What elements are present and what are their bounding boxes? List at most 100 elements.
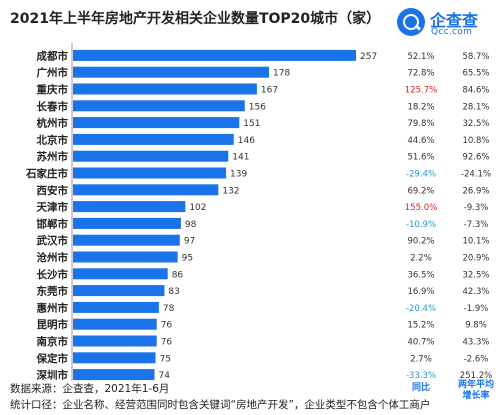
bar: [73, 285, 165, 297]
bar: [73, 66, 270, 78]
value-label: 75: [160, 354, 171, 364]
yoy-label: -33.3%: [406, 371, 436, 381]
yoy-label: 155.0%: [405, 203, 437, 213]
yoy-label: 40.7%: [407, 338, 434, 348]
category-label: 长沙市: [37, 268, 69, 281]
avg-growth-label: 65.5%: [462, 69, 489, 79]
avg-growth-label: -1.9%: [464, 304, 489, 314]
value-label: 97: [184, 237, 195, 247]
category-label: 昆明市: [37, 318, 69, 331]
avg-growth-label: -7.3%: [464, 220, 489, 230]
bar: [73, 117, 240, 129]
bar: [73, 301, 159, 313]
bar: [73, 100, 245, 112]
category-label: 天津市: [37, 201, 69, 214]
yoy-label: 44.6%: [407, 136, 434, 146]
value-label: 76: [161, 338, 173, 348]
bar: [73, 83, 257, 95]
yoy-label: 90.2%: [407, 237, 434, 247]
category-label: 重庆市: [37, 83, 69, 96]
yoy-label: 51.6%: [407, 153, 434, 163]
bar: [73, 133, 234, 145]
avg-growth-label: 20.9%: [462, 254, 489, 264]
category-label: 长春市: [37, 100, 69, 113]
category-label: 惠州市: [37, 301, 69, 314]
value-label: 151: [243, 119, 260, 129]
avg-growth-label: 9.8%: [465, 321, 487, 331]
bar: [73, 167, 227, 179]
bar: [73, 369, 155, 381]
yoy-label: 52.1%: [407, 52, 434, 62]
value-label: 132: [222, 186, 239, 196]
avg-growth-label: 28.1%: [462, 102, 489, 112]
category-label: 广州市: [37, 66, 69, 79]
value-label: 76: [161, 321, 173, 331]
avg-growth-label: -2.6%: [464, 354, 489, 364]
avg-growth-label: 10.1%: [462, 237, 489, 247]
category-label: 邯郸市: [37, 217, 69, 230]
bar: [73, 352, 156, 364]
bar: [73, 335, 157, 347]
avg-growth-label: 10.8%: [462, 136, 489, 146]
value-label: 257: [360, 52, 377, 62]
bar: [73, 49, 356, 61]
avg-growth-label: 58.7%: [462, 52, 489, 62]
category-label: 南京市: [37, 335, 69, 348]
yoy-label: 18.2%: [407, 102, 434, 112]
category-label: 成都市: [37, 49, 69, 62]
bar: [73, 251, 178, 263]
value-label: 146: [238, 136, 255, 146]
category-label: 苏州市: [37, 150, 69, 163]
category-label: 保定市: [36, 352, 69, 365]
avg-growth-label: 42.3%: [462, 287, 489, 297]
qcc-logo-icon: [397, 8, 425, 36]
value-label: 86: [172, 270, 184, 280]
value-label: 74: [158, 371, 170, 381]
avg-growth-label: 43.3%: [462, 338, 489, 348]
value-label: 102: [189, 203, 206, 213]
bar: [73, 234, 180, 246]
yoy-column-header: 同比: [411, 383, 430, 393]
value-label: 98: [185, 220, 197, 230]
avg-growth-label: 32.5%: [462, 119, 489, 129]
value-label: 178: [273, 69, 290, 79]
value-label: 83: [168, 287, 179, 297]
logo-sub: Qcc.com: [431, 27, 473, 37]
avg-growth-label: 92.6%: [462, 153, 489, 163]
bar: [73, 150, 229, 162]
category-label: 杭州市: [37, 117, 69, 130]
avg-growth-label: -24.1%: [461, 170, 491, 180]
value-label: 141: [232, 153, 249, 163]
value-label: 139: [230, 170, 247, 180]
yoy-label: 15.2%: [407, 321, 434, 331]
bar: [73, 268, 168, 280]
yoy-label: -29.4%: [406, 170, 436, 180]
category-label: 深圳市: [37, 369, 69, 382]
bar: [73, 318, 157, 330]
bar: [73, 217, 181, 229]
value-label: 78: [163, 304, 175, 314]
category-label: 西安市: [37, 184, 69, 197]
avg-growth-label: -9.3%: [464, 203, 489, 213]
category-label: 沧州市: [37, 251, 69, 264]
data-criteria: 统计口径：企业名称、经营范围同时包含关键词“房地产开发”，企业类型不包含个体工商…: [10, 399, 431, 411]
yoy-label: 36.5%: [407, 270, 434, 280]
yoy-label: 69.2%: [407, 186, 434, 196]
yoy-label: 2.7%: [410, 354, 432, 364]
avg-growth-label: 32.5%: [462, 270, 489, 280]
yoy-label: 2.2%: [410, 254, 432, 264]
category-label: 武汉市: [37, 234, 69, 247]
logo-name: 企查查: [430, 11, 479, 30]
value-label: 95: [182, 254, 193, 264]
category-label: 北京市: [37, 133, 69, 146]
avg-column-header: 两年平均增长率: [457, 380, 494, 401]
data-source: 数据来源：企查查，2021年1-6月: [10, 383, 170, 395]
chart-title: 2021年上半年房地产开发相关企业数量TOP20城市（家）: [10, 11, 381, 27]
yoy-label: 16.9%: [407, 287, 434, 297]
avg-growth-label: 84.6%: [462, 86, 489, 96]
value-label: 167: [261, 86, 278, 96]
value-label: 156: [249, 102, 266, 112]
avg-growth-label: 251.2%: [460, 371, 492, 381]
yoy-label: -20.4%: [406, 304, 436, 314]
